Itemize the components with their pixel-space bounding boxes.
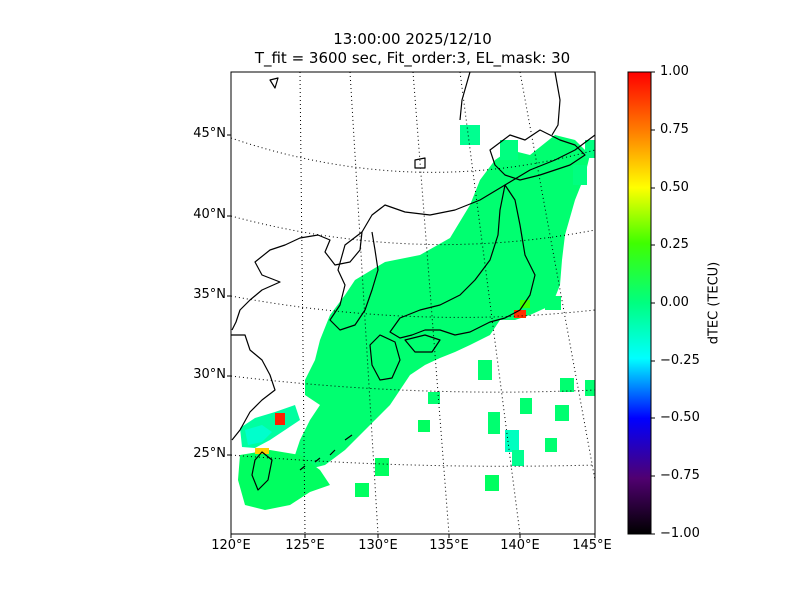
cbar-tick-neg0.25: −0.25 [660,353,700,368]
lat-label-25: 25°N [193,446,226,461]
dtec-patches [238,125,595,510]
lat-label-40: 40°N [193,207,226,222]
lon-label-120: 120°E [211,538,251,553]
cbar-tick-0.75: 0.75 [660,122,689,137]
lon-label-130: 130°E [358,538,398,553]
cbar-tick-0.00: 0.00 [660,295,689,310]
cbar-tick-neg1.00: −1.00 [660,526,700,541]
lon-ticks [230,534,596,538]
lat-label-30: 30°N [193,367,226,382]
cbar-tick-neg0.75: −0.75 [660,468,700,483]
lat-label-35: 35°N [193,287,226,302]
lon-label-145: 145°E [572,538,612,553]
lon-label-135: 135°E [429,538,469,553]
colorbar-label: dTEC (TECU) [706,261,722,345]
lat-ticks [227,134,231,456]
graticule [231,72,595,534]
lat-label-45: 45°N [193,126,226,141]
cbar-tick-0.50: 0.50 [660,180,689,195]
cbar-tick-1.00: 1.00 [660,64,689,79]
map-frame [230,71,596,535]
cbar-tick-neg0.50: −0.50 [660,410,700,425]
colorbar-ticks [651,71,655,535]
colorbar [627,71,652,535]
coastlines [231,72,595,491]
plot-title-line2: T_fit = 3600 sec, Fit_order:3, EL_mask: … [254,49,571,67]
map-area [231,72,595,534]
plot-title-line1: 13:00:00 2025/12/10 [333,30,492,48]
lon-label-125: 125°E [285,538,325,553]
cbar-tick-0.25: 0.25 [660,237,689,252]
lon-label-140: 140°E [500,538,540,553]
